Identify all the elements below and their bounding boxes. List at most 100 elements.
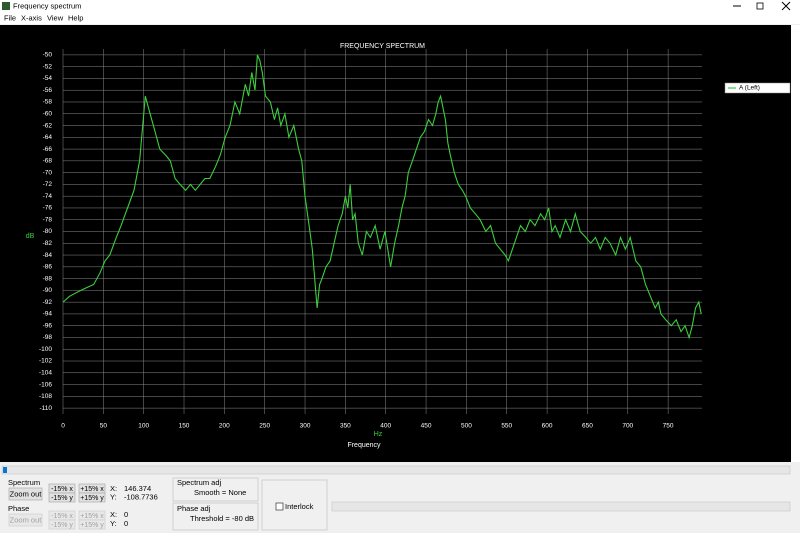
button-label: +15% y [80, 495, 104, 502]
y-value: -108.7736 [124, 492, 158, 501]
x-tick-label: 550 [501, 423, 512, 430]
y-tick-label: -64 [43, 134, 53, 141]
y-tick-label: -96 [43, 322, 53, 329]
menu-item[interactable]: View [47, 13, 64, 22]
x-tick-label: 400 [380, 423, 391, 430]
legend-box [724, 82, 791, 94]
y-tick-label: -108 [39, 393, 52, 400]
y-tick-label: -106 [39, 381, 52, 388]
progress-top [1, 465, 791, 475]
y-tick-label: -104 [39, 370, 52, 377]
progress-fill [3, 467, 7, 473]
y-tick-label: -54 [43, 75, 53, 82]
close[interactable] [781, 1, 791, 11]
checkbox-label: Interlock [285, 502, 314, 511]
group-box [261, 479, 328, 531]
app-icon [2, 2, 10, 10]
y-tick-label: -78 [43, 216, 53, 223]
x-tick-label: 700 [622, 423, 633, 430]
y-axis-label: dB [26, 233, 35, 240]
window-title: Frequency spectrum [13, 1, 81, 10]
button-label: -15% x [51, 486, 73, 493]
button-label: +15% x [80, 513, 104, 520]
zoom-out-button [8, 513, 43, 527]
x-tick-label: 50 [100, 423, 108, 430]
menu-item[interactable]: X-axis [21, 13, 42, 22]
y-tick-label: -66 [43, 146, 53, 153]
menu-item[interactable]: File [4, 13, 16, 22]
y-tick-label: -68 [43, 158, 53, 165]
chart: FREQUENCY SPECTRUM dB Hz Frequency -50 -52 -54… [26, 43, 791, 449]
x-tick-label: 450 [421, 423, 432, 430]
y-tick-label: -50 [43, 52, 53, 59]
x-tick-label: 150 [179, 423, 190, 430]
x-value: 146.374 [124, 484, 151, 493]
button[interactable] [48, 492, 76, 503]
y-tick-label: -56 [43, 87, 53, 94]
y-tick-label: -92 [43, 299, 53, 306]
group-title: Spectrum adj [177, 478, 222, 487]
x-value: 0 [124, 510, 128, 519]
x-tick-label: 0 [61, 423, 65, 430]
y-tick-label: -74 [43, 193, 53, 200]
y-tick-label: -100 [39, 346, 52, 353]
side-strip [791, 25, 800, 462]
x-tick-label: 500 [461, 423, 472, 430]
x-tick-label: 100 [138, 423, 149, 430]
group-box [172, 502, 259, 531]
y-tick-label: -60 [43, 110, 53, 117]
spectrum-line [62, 54, 702, 340]
setting: Threshold = -80 dB [190, 514, 254, 523]
y-tick-label: -76 [43, 205, 53, 212]
y-tick-label: -102 [39, 358, 52, 365]
chart-title: FREQUENCY SPECTRUM [340, 43, 425, 50]
x-label: X: [110, 510, 117, 519]
y-label: Y: [110, 492, 117, 501]
x-tick-label: 600 [542, 423, 553, 430]
group-label: Phase [8, 504, 29, 513]
y-tick-label: -84 [43, 252, 53, 259]
y-tick-label: -80 [43, 228, 53, 235]
menu-item[interactable]: Help [68, 13, 83, 22]
button-label: -15% y [51, 522, 73, 529]
x-tick-label: 650 [582, 423, 593, 430]
y-tick-label: -62 [43, 122, 53, 129]
x-tick-label: 200 [219, 423, 230, 430]
button-label: Zoom out [10, 489, 43, 498]
y-tick-label: -58 [43, 99, 53, 106]
button [78, 519, 106, 530]
button-label: +15% y [80, 522, 104, 529]
x-axis-unit: Hz [374, 431, 383, 438]
y-tick-label: -98 [43, 334, 53, 341]
checkbox[interactable] [275, 502, 284, 511]
y-tick-label: -88 [43, 275, 53, 282]
menu-bar [0, 12, 800, 24]
group-label: Spectrum [8, 478, 40, 487]
y-tick-label: -110 [39, 405, 52, 412]
button-label: -15% y [51, 495, 73, 502]
y-tick-label: -86 [43, 264, 53, 271]
y-tick-label: -90 [43, 287, 53, 294]
group-title: Phase adj [177, 504, 211, 513]
restore[interactable] [756, 2, 764, 10]
button-label: Zoom out [10, 515, 43, 524]
y-tick-label: -82 [43, 240, 53, 247]
x-tick-label: 300 [300, 423, 311, 430]
button[interactable] [78, 492, 106, 503]
legend-label: A (Left) [739, 85, 760, 92]
progress-bar [331, 501, 791, 512]
x-tick-label: 350 [340, 423, 351, 430]
y-value: 0 [124, 519, 128, 528]
group-box [172, 477, 259, 502]
title-bar [0, 0, 800, 12]
y-label: Y: [110, 519, 117, 528]
zoom-out-button[interactable] [8, 487, 43, 501]
button-label: -15% x [51, 513, 73, 520]
y-tick-label: -72 [43, 181, 53, 188]
x-axis-label: Frequency [347, 442, 381, 449]
setting: Smooth = None [194, 488, 246, 497]
y-tick-label: -70 [43, 169, 53, 176]
button-label: +15% x [80, 486, 104, 493]
